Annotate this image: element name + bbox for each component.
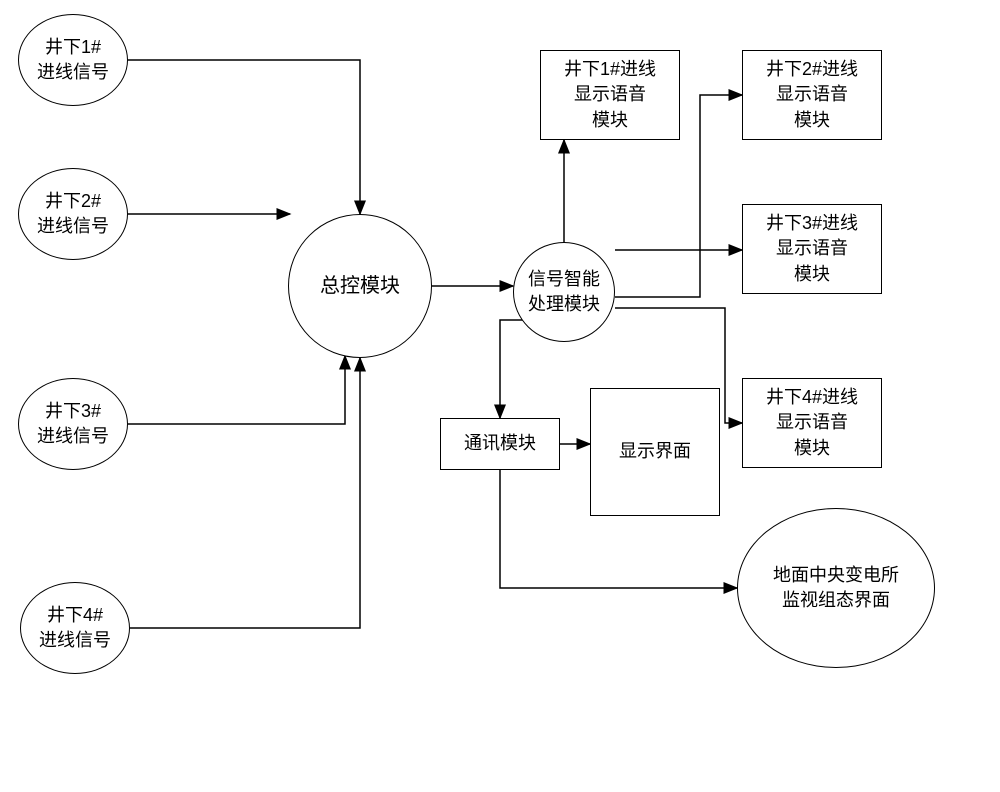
node-s4: 井下4# 进线信号 [20, 582, 130, 674]
node-v3: 井下3#进线 显示语音 模块 [742, 204, 882, 294]
edge-2 [128, 356, 345, 424]
node-v1: 井下1#进线 显示语音 模块 [540, 50, 680, 140]
node-v2: 井下2#进线 显示语音 模块 [742, 50, 882, 140]
node-master: 总控模块 [288, 214, 432, 358]
edge-3 [130, 358, 360, 628]
node-s3: 井下3# 进线信号 [18, 378, 128, 470]
node-comm: 通讯模块 [440, 418, 560, 470]
node-proc: 信号智能 处理模块 [513, 242, 615, 342]
node-s1: 井下1# 进线信号 [18, 14, 128, 106]
node-v4: 井下4#进线 显示语音 模块 [742, 378, 882, 468]
node-s2: 井下2# 进线信号 [18, 168, 128, 260]
node-disp: 显示界面 [590, 388, 720, 516]
edge-9 [500, 320, 525, 418]
edge-0 [128, 60, 360, 214]
node-ground: 地面中央变电所 监视组态界面 [737, 508, 935, 668]
